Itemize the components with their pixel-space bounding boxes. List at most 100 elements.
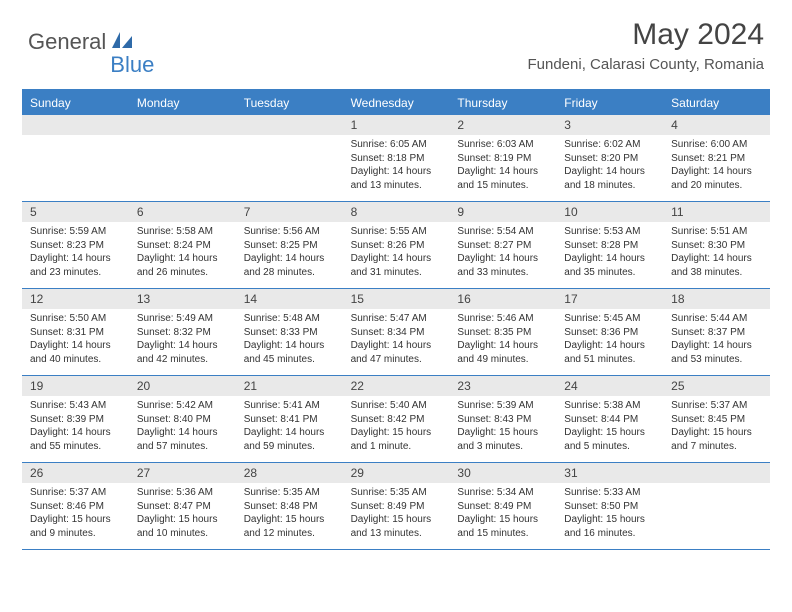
sunrise-text: Sunrise: 5:33 AM	[564, 486, 655, 500]
sunset-text: Sunset: 8:40 PM	[137, 413, 228, 427]
day-number-bar-empty	[129, 115, 236, 135]
sunset-text: Sunset: 8:50 PM	[564, 500, 655, 514]
day-details: Sunrise: 5:59 AMSunset: 8:23 PMDaylight:…	[22, 222, 129, 285]
day-cell: 14Sunrise: 5:48 AMSunset: 8:33 PMDayligh…	[236, 289, 343, 375]
sunrise-text: Sunrise: 5:35 AM	[244, 486, 335, 500]
day-cell: 17Sunrise: 5:45 AMSunset: 8:36 PMDayligh…	[556, 289, 663, 375]
calendar-grid: SundayMondayTuesdayWednesdayThursdayFrid…	[22, 89, 770, 550]
daylight-text-b: and 15 minutes.	[457, 179, 548, 193]
sunset-text: Sunset: 8:28 PM	[564, 239, 655, 253]
daylight-text-b: and 49 minutes.	[457, 353, 548, 367]
day-cell: 21Sunrise: 5:41 AMSunset: 8:41 PMDayligh…	[236, 376, 343, 462]
day-header: Sunday	[22, 91, 129, 115]
daylight-text-a: Daylight: 14 hours	[351, 339, 442, 353]
day-details: Sunrise: 5:46 AMSunset: 8:35 PMDaylight:…	[449, 309, 556, 372]
day-details: Sunrise: 6:02 AMSunset: 8:20 PMDaylight:…	[556, 135, 663, 198]
sunset-text: Sunset: 8:42 PM	[351, 413, 442, 427]
day-cell: 9Sunrise: 5:54 AMSunset: 8:27 PMDaylight…	[449, 202, 556, 288]
week-row: 26 Sunrise: 5:37 AMSunset: 8:46 PM Dayligh…	[22, 463, 770, 550]
day-header: Wednesday	[343, 91, 450, 115]
sunrise-text: Sunrise: 5:50 AM	[30, 312, 121, 326]
daylight-text-b: and 13 minutes.	[351, 179, 442, 193]
title-block: May 2024 Fundeni, Calarasi County, Roman…	[527, 18, 764, 73]
day-details: Sunrise: 5:47 AMSunset: 8:34 PMDaylight:…	[343, 309, 450, 372]
daylight-text-a: Daylight: 14 hours	[564, 252, 655, 266]
brand-text-general: General	[28, 29, 106, 55]
day-details: Sunrise: 5:56 AMSunset: 8:25 PMDaylight:…	[236, 222, 343, 285]
daylight-text-b: and 13 minutes.	[351, 527, 442, 541]
daylight-text-a: Daylight: 15 hours	[244, 513, 335, 527]
daylight-text-a: Daylight: 14 hours	[564, 339, 655, 353]
sail-icon	[110, 30, 134, 55]
daylight-text-b: and 33 minutes.	[457, 266, 548, 280]
daylight-text-b: and 28 minutes.	[244, 266, 335, 280]
sunrise-text: Sunrise: 5:42 AM	[137, 399, 228, 413]
sunset-text: Sunset: 8:37 PM	[671, 326, 762, 340]
day-header: Tuesday	[236, 91, 343, 115]
sunset-text: Sunset: 8:27 PM	[457, 239, 548, 253]
day-details: Sunrise: 5:43 AMSunset: 8:39 PMDaylight:…	[22, 396, 129, 459]
day-number: 19	[22, 376, 129, 396]
daylight-text-a: Daylight: 14 hours	[351, 252, 442, 266]
daylight-text-a: Daylight: 14 hours	[564, 165, 655, 179]
sunrise-text: Sunrise: 6:00 AM	[671, 138, 762, 152]
day-cell: 23Sunrise: 5:39 AMSunset: 8:43 PMDayligh…	[449, 376, 556, 462]
daylight-text-b: and 53 minutes.	[671, 353, 762, 367]
brand-logo: General Blue	[28, 18, 154, 66]
sunrise-text: Sunrise: 5:38 AM	[564, 399, 655, 413]
day-number-bar-empty	[236, 115, 343, 135]
daylight-text-b: and 51 minutes.	[564, 353, 655, 367]
sunrise-text: Sunrise: 5:59 AM	[30, 225, 121, 239]
daylight-text-b: and 31 minutes.	[351, 266, 442, 280]
sunrise-text: Sunrise: 5:37 AM	[30, 486, 121, 500]
day-details: Sunrise: 5:58 AMSunset: 8:24 PMDaylight:…	[129, 222, 236, 285]
sunrise-text: Sunrise: 5:51 AM	[671, 225, 762, 239]
location-text: Fundeni, Calarasi County, Romania	[527, 56, 764, 73]
daylight-text-b: and 40 minutes.	[30, 353, 121, 367]
day-number: 26	[22, 463, 129, 483]
day-cell: 6Sunrise: 5:58 AMSunset: 8:24 PMDaylight…	[129, 202, 236, 288]
sunrise-text: Sunrise: 5:44 AM	[671, 312, 762, 326]
sunset-text: Sunset: 8:44 PM	[564, 413, 655, 427]
day-number: 16	[449, 289, 556, 309]
daylight-text-b: and 9 minutes.	[30, 527, 121, 541]
sunrise-text: Sunrise: 5:43 AM	[30, 399, 121, 413]
day-number: 12	[22, 289, 129, 309]
day-details: Sunrise: 5:36 AMSunset: 8:47 PMDaylight:…	[129, 483, 236, 546]
day-cell: 8Sunrise: 5:55 AMSunset: 8:26 PMDaylight…	[343, 202, 450, 288]
day-header: Thursday	[449, 91, 556, 115]
day-number: 10	[556, 202, 663, 222]
day-details: Sunrise: 5:44 AMSunset: 8:37 PMDaylight:…	[663, 309, 770, 372]
day-cell: 29Sunrise: 5:35 AMSunset: 8:49 PMDayligh…	[343, 463, 450, 549]
daylight-text-a: Daylight: 15 hours	[564, 426, 655, 440]
daylight-text-b: and 18 minutes.	[564, 179, 655, 193]
day-number: 14	[236, 289, 343, 309]
day-header: Saturday	[663, 91, 770, 115]
day-cell: 28Sunrise: 5:35 AMSunset: 8:48 PMDayligh…	[236, 463, 343, 549]
sunrise-text: Sunrise: 5:34 AM	[457, 486, 548, 500]
sunrise-text: Sunrise: 5:53 AM	[564, 225, 655, 239]
day-details: Sunrise: 5:41 AMSunset: 8:41 PMDaylight:…	[236, 396, 343, 459]
daylight-text-a: Daylight: 14 hours	[137, 339, 228, 353]
daylight-text-a: Daylight: 15 hours	[351, 426, 442, 440]
day-details: Sunrise: 5:51 AMSunset: 8:30 PMDaylight:…	[663, 222, 770, 285]
day-details: Sunrise: 5:55 AMSunset: 8:26 PMDaylight:…	[343, 222, 450, 285]
sunset-text: Sunset: 8:25 PM	[244, 239, 335, 253]
daylight-text-b: and 16 minutes.	[564, 527, 655, 541]
day-cell: 27Sunrise: 5:36 AMSunset: 8:47 PMDayligh…	[129, 463, 236, 549]
day-details: Sunrise: 5:33 AMSunset: 8:50 PMDaylight:…	[556, 483, 663, 546]
sunrise-text: Sunrise: 5:47 AM	[351, 312, 442, 326]
daylight-text-a: Daylight: 14 hours	[30, 252, 121, 266]
day-number: 20	[129, 376, 236, 396]
day-details: Sunrise: 6:05 AMSunset: 8:18 PMDaylight:…	[343, 135, 450, 198]
day-details: Sunrise: 5:48 AMSunset: 8:33 PMDaylight:…	[236, 309, 343, 372]
sunset-text: Sunset: 8:33 PM	[244, 326, 335, 340]
day-cell: 2Sunrise: 6:03 AMSunset: 8:19 PMDaylight…	[449, 115, 556, 201]
day-cell: 10 Sunrise: 5:53 AMSunset: 8:28 PMDayligh…	[556, 202, 663, 288]
daylight-text-a: Daylight: 14 hours	[137, 252, 228, 266]
sunset-text: Sunset: 8:49 PM	[351, 500, 442, 514]
sunset-text: Sunset: 8:46 PM	[30, 500, 121, 514]
day-number: 2	[449, 115, 556, 135]
day-details: Sunrise: 5:34 AMSunset: 8:49 PMDaylight:…	[449, 483, 556, 546]
daylight-text-a: Daylight: 14 hours	[671, 252, 762, 266]
